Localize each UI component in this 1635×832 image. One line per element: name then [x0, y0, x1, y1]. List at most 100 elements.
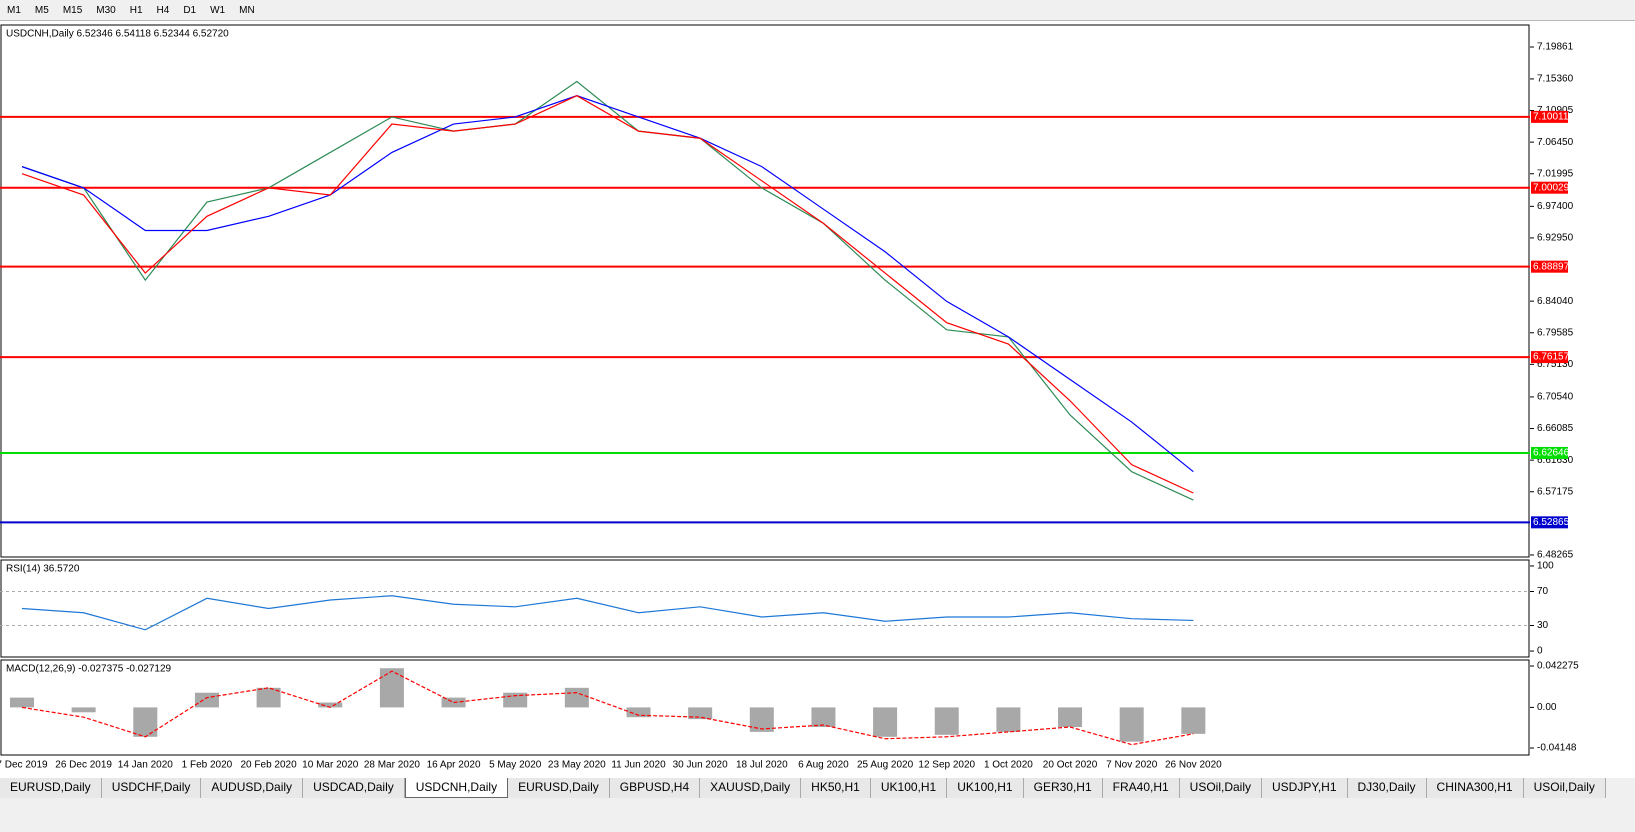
chart-tab[interactable]: USOil,Daily: [1523, 778, 1606, 798]
x-tick-label: 1 Feb 2020: [182, 760, 233, 771]
chart-tab[interactable]: XAUUSD,Daily: [700, 778, 802, 798]
chart-tab[interactable]: HK50,H1: [801, 778, 871, 798]
chart-tab[interactable]: UK100,H1: [870, 778, 948, 798]
level-label-box: [1531, 516, 1568, 529]
panel-title: USDCNH,Daily 6.52346 6.54118 6.52344 6.5…: [6, 29, 229, 40]
macd-bar: [194, 692, 219, 708]
level-label-box: [1531, 260, 1568, 273]
level-label-box: [1531, 446, 1568, 459]
macd-bar: [749, 707, 774, 732]
macd-bar: [503, 692, 528, 708]
macd-bar: [626, 707, 651, 718]
level-label-box: [1531, 351, 1568, 364]
x-tick-label: 20 Feb 2020: [241, 760, 298, 771]
x-tick-label: 7 Dec 2019: [0, 760, 48, 771]
timeframe-button[interactable]: M30: [96, 4, 116, 16]
y-tick-label: 7.06450: [1537, 137, 1574, 148]
macd-bar: [1181, 707, 1206, 734]
macd-bar: [873, 707, 898, 737]
timeframe-button[interactable]: W1: [210, 4, 226, 16]
tab-bar: EURUSD,Daily USDCHF,Daily AUDUSD,Daily USDC…: [0, 778, 1635, 798]
x-tick-label: 14 Jan 2020: [118, 760, 173, 771]
series-line: [21, 95, 1194, 473]
level-label-box: [1531, 110, 1568, 123]
y-tick-label: 0.00: [1537, 702, 1557, 713]
panel-frame: [0, 559, 1530, 658]
y-tick-label: 7.15360: [1537, 74, 1574, 85]
panel-frame: [0, 24, 1530, 558]
y-tick-label: 100: [1537, 561, 1554, 572]
chart-tab[interactable]: EURUSD,Daily: [508, 778, 610, 798]
chart-tab[interactable]: USDCHF,Daily: [101, 778, 202, 798]
x-tick-label: 18 Jul 2020: [736, 760, 788, 771]
series-line: [21, 595, 1194, 631]
y-tick-label: 6.92950: [1537, 233, 1574, 244]
macd-bar: [1119, 707, 1144, 742]
toolbar: M1 M5 M15 M30 H1 H4 D1 W1 MN: [0, 0, 1635, 21]
x-tick-label: 6 Aug 2020: [798, 760, 849, 771]
timeframe-button[interactable]: H1: [129, 4, 143, 16]
x-tick-label: 10 Mar 2020: [302, 760, 359, 771]
x-tick-label: 28 Mar 2020: [364, 760, 421, 771]
panel-title: MACD(12,26,9) -0.027375 -0.027129: [6, 664, 172, 675]
y-tick-label: 0.042275: [1537, 661, 1579, 672]
x-tick-label: 23 May 2020: [548, 760, 606, 771]
chart-tab[interactable]: FRA40,H1: [1102, 778, 1180, 798]
macd-bar: [379, 668, 404, 708]
timeframe-button[interactable]: MN: [239, 4, 255, 16]
x-tick-label: 5 May 2020: [489, 760, 542, 771]
x-tick-label: 12 Sep 2020: [918, 760, 975, 771]
x-tick-label: 25 Aug 2020: [857, 760, 914, 771]
chart-tab[interactable]: CHINA300,H1: [1426, 778, 1524, 798]
y-tick-label: 6.61630: [1537, 455, 1574, 466]
macd-bar: [71, 707, 96, 713]
chart-tab[interactable]: DJ30,Daily: [1347, 778, 1427, 798]
level-label: 7.00029: [1533, 182, 1570, 193]
level-label: 6.88897: [1533, 261, 1570, 272]
timeframe-button[interactable]: M5: [34, 4, 49, 16]
x-tick-label: 20 Oct 2020: [1043, 760, 1098, 771]
chart-tab[interactable]: GER30,H1: [1023, 778, 1103, 798]
macd-bar: [1058, 707, 1083, 727]
chart-tab[interactable]: UK100,H1: [947, 778, 1024, 798]
macd-bar: [811, 707, 836, 727]
macd-bar: [564, 687, 589, 708]
x-tick-label: 7 Nov 2020: [1106, 760, 1158, 771]
series-line: [21, 94, 1194, 494]
x-tick-label: 11 Jun 2020: [611, 760, 666, 771]
series-line: [21, 670, 1194, 746]
chart-tab[interactable]: USDCAD,Daily: [303, 778, 405, 798]
y-tick-label: 7.01995: [1537, 168, 1574, 179]
macd-bar: [10, 697, 34, 708]
timeframe-button[interactable]: M1: [7, 4, 21, 16]
macd-bar: [996, 707, 1021, 732]
chart-tab[interactable]: USDCNH,Daily: [404, 778, 509, 798]
chart-tab[interactable]: EURUSD,Daily: [0, 778, 102, 798]
level-label-box: [1531, 181, 1568, 194]
timeframe-button[interactable]: M15: [62, 4, 83, 16]
level-label: 7.10011: [1533, 112, 1569, 123]
y-tick-label: 6.57175: [1537, 486, 1574, 497]
timeframe-button[interactable]: H4: [156, 4, 170, 16]
series-line: [21, 80, 1194, 501]
y-tick-label: 6.84040: [1537, 296, 1574, 307]
chart-tab[interactable]: USOil,Daily: [1179, 778, 1263, 798]
chart-tab[interactable]: GBPUSD,H4: [609, 778, 701, 798]
macd-bar: [318, 702, 343, 708]
chart-tab[interactable]: USDJPY,H1: [1262, 778, 1348, 798]
macd-bar: [133, 707, 158, 737]
chart-tab[interactable]: AUDUSD,Daily: [201, 778, 304, 798]
y-tick-label: 7.10905: [1537, 105, 1574, 116]
x-tick-label: 1 Oct 2020: [984, 760, 1033, 771]
macd-bar: [934, 707, 959, 735]
x-tick-label: 16 Apr 2020: [427, 760, 481, 771]
y-tick-label: 6.97400: [1537, 201, 1574, 212]
y-tick-label: 6.48265: [1537, 550, 1574, 561]
y-tick-label: 6.79585: [1537, 327, 1574, 338]
y-tick-label: 6.70540: [1537, 392, 1574, 403]
x-tick-label: 26 Nov 2020: [1165, 760, 1222, 771]
macd-bar: [256, 687, 281, 708]
panel-title: RSI(14) 36.5720: [6, 564, 80, 575]
timeframe-button[interactable]: D1: [183, 4, 197, 16]
